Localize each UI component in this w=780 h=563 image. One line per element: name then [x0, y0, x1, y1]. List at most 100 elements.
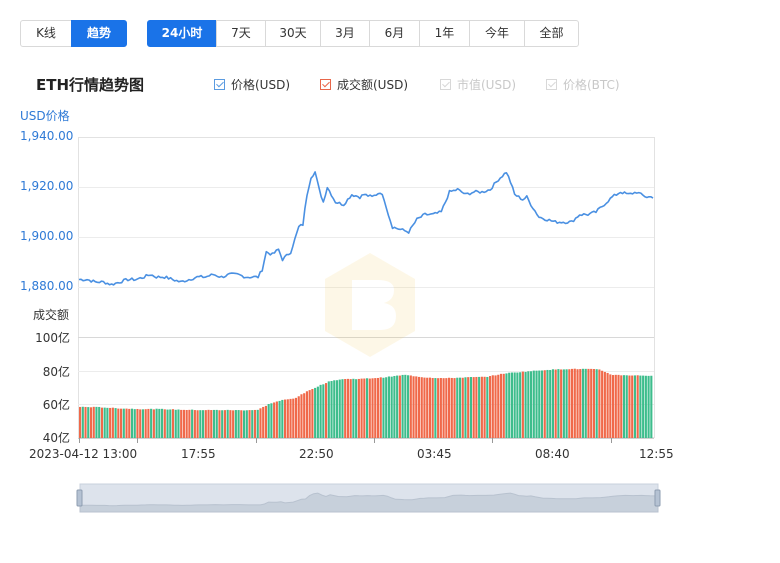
- volume-bar: [439, 378, 442, 438]
- volume-bar: [562, 369, 565, 438]
- volume-bar: [540, 370, 544, 438]
- range-ytd-button[interactable]: 今年: [469, 20, 525, 47]
- volume-bar: [524, 371, 527, 438]
- volume-bar: [505, 373, 508, 438]
- volume-bar: [472, 377, 475, 438]
- volume-bar: [141, 409, 144, 438]
- volume-bar: [114, 408, 117, 438]
- volume-bar: [366, 378, 369, 438]
- volume-bar: [240, 410, 243, 438]
- volume-bar: [431, 377, 434, 438]
- volume-bar: [601, 370, 604, 438]
- range-30d-button[interactable]: 30天: [265, 20, 321, 47]
- volume-bar: [620, 375, 623, 438]
- volume-bar: [95, 406, 98, 438]
- checkbox-checked-icon: [320, 79, 331, 90]
- volume-bar: [169, 409, 172, 438]
- volume-bar: [491, 375, 494, 438]
- volume-bar: [314, 387, 317, 438]
- volume-bar: [428, 377, 431, 438]
- range-24h-button[interactable]: 24小时: [147, 20, 217, 47]
- volume-bar: [557, 369, 560, 438]
- range-slider[interactable]: [76, 483, 661, 513]
- volume-bar: [275, 401, 278, 438]
- volume-bar: [404, 374, 407, 438]
- volume-bar: [581, 368, 585, 438]
- volume-bar: [357, 378, 360, 438]
- price-tick-label: 1,940.00: [20, 129, 74, 143]
- volume-bar: [516, 372, 519, 438]
- volume-bar: [412, 376, 415, 438]
- volume-bar: [532, 370, 535, 438]
- volume-bar: [396, 375, 399, 438]
- volume-bar: [232, 410, 235, 438]
- volume-bar: [489, 376, 492, 438]
- volume-bar: [535, 370, 538, 438]
- legend-label: 成交额(USD): [337, 78, 409, 92]
- volume-bar: [579, 369, 582, 438]
- volume-bar: [647, 375, 650, 438]
- volume-bar: [609, 374, 612, 438]
- volume-bar: [103, 407, 106, 438]
- volume-bar: [259, 408, 262, 438]
- volume-bar: [234, 410, 237, 438]
- volume-bar: [622, 375, 626, 438]
- range-slider-left-handle[interactable]: [76, 489, 83, 507]
- volume-bar: [467, 377, 470, 438]
- legend-price-usd[interactable]: 价格(USD): [214, 76, 290, 93]
- x-tick-label: 17:55: [181, 447, 216, 461]
- volume-bar: [565, 369, 568, 438]
- price-tick-label: 1,880.00: [20, 279, 74, 293]
- volume-bar: [453, 378, 456, 438]
- volume-bar: [423, 377, 426, 438]
- range-6m-button[interactable]: 6月: [369, 20, 420, 47]
- range-1y-button[interactable]: 1年: [419, 20, 470, 47]
- volume-bar: [420, 377, 423, 438]
- range-slider-right-handle[interactable]: [654, 489, 661, 507]
- volume-bar: [587, 368, 590, 438]
- volume-bar: [256, 409, 259, 438]
- range-all-button[interactable]: 全部: [524, 20, 579, 47]
- volume-bar: [207, 409, 210, 438]
- volume-bar: [139, 409, 142, 438]
- chart-title: ETH行情趋势图: [36, 76, 145, 94]
- legend-label: 价格(USD): [231, 78, 291, 92]
- volume-bar: [478, 376, 481, 438]
- volume-bar: [409, 375, 412, 438]
- volume-bar: [590, 368, 593, 438]
- volume-bar: [292, 398, 295, 438]
- volume-bar: [584, 368, 587, 438]
- price-axis-label: USD价格: [20, 109, 70, 123]
- volume-tick-label: 40亿: [42, 431, 70, 445]
- volume-bar: [79, 406, 82, 438]
- volume-bar: [456, 377, 459, 438]
- volume-bar: [508, 372, 511, 438]
- volume-bar: [499, 373, 503, 438]
- volume-bar: [461, 377, 464, 438]
- volume-bar: [426, 377, 429, 438]
- legend-price-btc[interactable]: 价格(BTC): [546, 76, 620, 93]
- volume-bar: [379, 377, 382, 438]
- volume-bar: [390, 376, 393, 438]
- volume-bar: [322, 384, 325, 438]
- volume-bar: [286, 399, 289, 438]
- volume-bar: [278, 400, 281, 438]
- volume-bar: [180, 409, 183, 438]
- volume-bar: [549, 370, 552, 438]
- legend-market-cap-usd[interactable]: 市值(USD): [440, 76, 516, 93]
- volume-bar: [130, 408, 134, 438]
- volume-bar: [458, 377, 462, 438]
- kline-toggle-button[interactable]: K线: [20, 20, 72, 47]
- volume-bar: [598, 369, 601, 438]
- volume-bar: [617, 374, 620, 438]
- volume-bar: [87, 407, 90, 438]
- legend-volume-usd[interactable]: 成交额(USD): [320, 76, 408, 93]
- price-line: [78, 171, 654, 286]
- volume-bar: [106, 407, 109, 438]
- x-tick-label: 12:55: [639, 447, 674, 461]
- volume-bar: [352, 378, 355, 438]
- trend-toggle-button[interactable]: 趋势: [71, 20, 127, 47]
- volume-bar: [253, 409, 257, 438]
- volume-bar: [319, 384, 322, 438]
